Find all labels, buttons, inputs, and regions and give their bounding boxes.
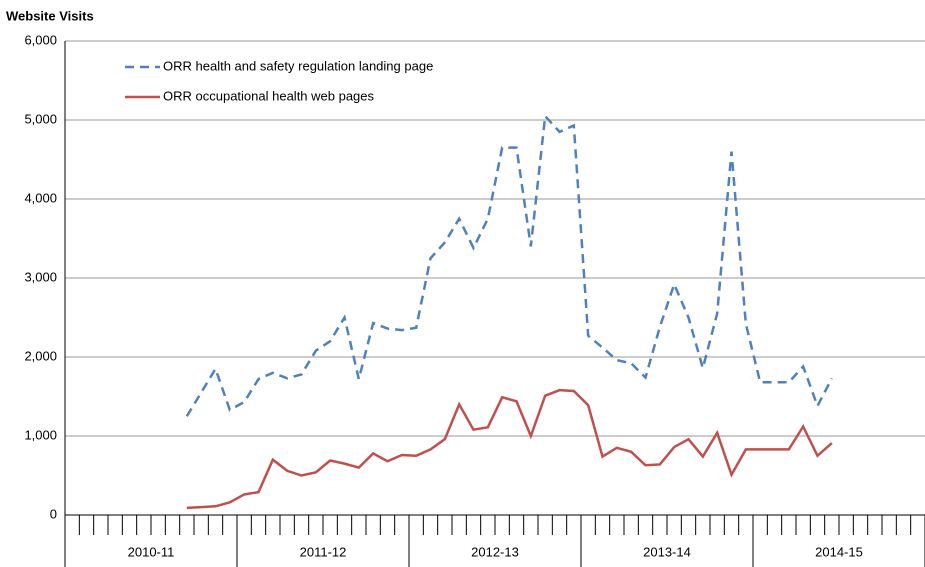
y-tick-label: 0 [50, 506, 57, 521]
x-group-label: 2010-11 [128, 544, 175, 559]
series-line [185, 113, 833, 417]
series-line [186, 388, 833, 510]
x-group-label: 2011-12 [300, 544, 347, 559]
y-axis-title: Website Visits [6, 8, 94, 23]
x-group-label: 2014-15 [815, 544, 863, 559]
y-tick-label: 5,000 [24, 111, 57, 126]
y-tick-label: 1,000 [24, 427, 57, 442]
y-tick-label: 6,000 [24, 32, 57, 47]
x-group-label: 2012-13 [471, 544, 519, 559]
x-group-label: 2013-14 [643, 544, 691, 559]
legend-label: ORR health and safety regulation landing… [163, 58, 433, 73]
y-tick-label: 4,000 [24, 190, 57, 205]
y-tick-label: 3,000 [24, 269, 57, 284]
legend-label: ORR occupational health web pages [163, 88, 375, 103]
y-tick-label: 2,000 [24, 348, 57, 363]
